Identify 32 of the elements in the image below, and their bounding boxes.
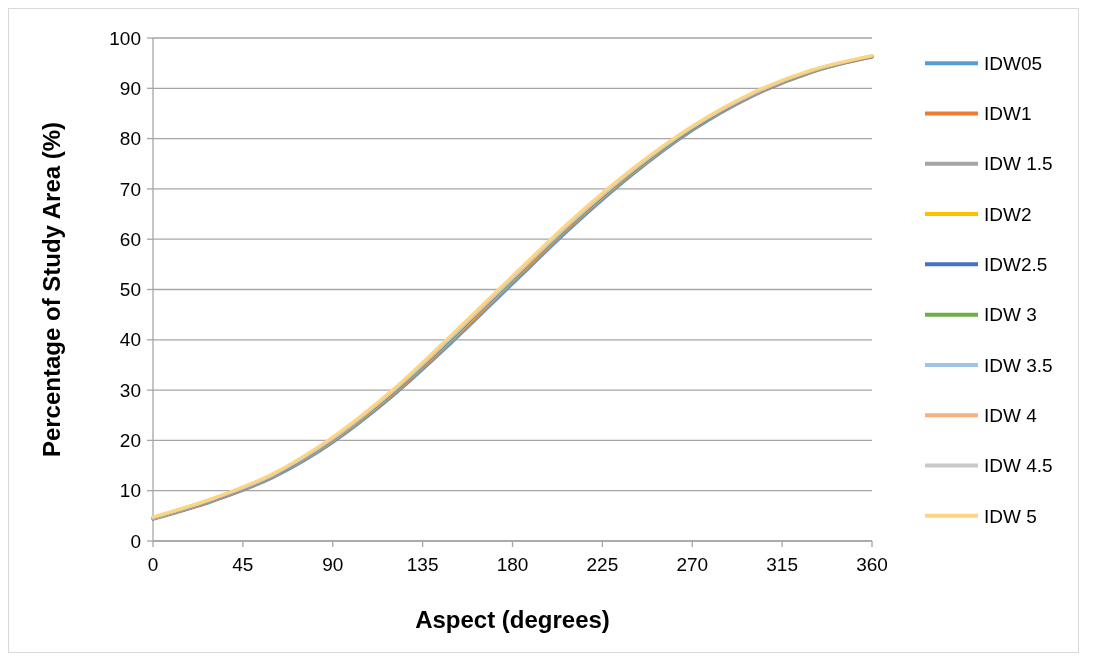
legend-label: IDW05 [984,52,1043,74]
x-tick-label: 90 [322,554,344,575]
y-tick-label: 30 [119,379,141,401]
x-tick-label: 0 [147,554,159,575]
legend-label: IDW 4 [984,404,1038,426]
y-tick-label: 40 [119,329,141,351]
legend-label: IDW1 [984,103,1032,125]
legend-label: IDW 5 [984,505,1037,527]
x-tick-label: 360 [856,554,888,575]
y-axis-title: Percentage of Study Area (%) [38,121,65,458]
y-tick-label: 60 [119,228,141,250]
y-tick-label: 100 [109,27,141,49]
y-tick-label: 70 [119,178,141,200]
y-tick-label: 90 [119,77,141,99]
legend-label: IDW 3.5 [984,354,1053,376]
x-tick-label: 135 [406,554,439,575]
x-tick-label: 180 [496,554,529,575]
legend-label: IDW 4.5 [984,455,1053,477]
legend-label: IDW 3 [984,304,1037,326]
legend-label: IDW2 [984,203,1032,225]
x-axis-title: Aspect (degrees) [415,606,610,633]
x-tick-label: 270 [676,554,709,575]
y-tick-label: 20 [119,430,141,452]
x-tick-label: 225 [586,554,619,575]
x-tick-label: 315 [766,554,798,575]
legend-label: IDW 1.5 [984,153,1053,175]
y-tick-label: 0 [130,530,141,552]
legend-label: IDW2.5 [984,254,1048,275]
y-tick-label: 80 [119,128,141,150]
y-tick-label: 10 [119,480,141,502]
x-tick-label: 45 [232,554,254,575]
y-tick-label: 50 [119,279,141,301]
